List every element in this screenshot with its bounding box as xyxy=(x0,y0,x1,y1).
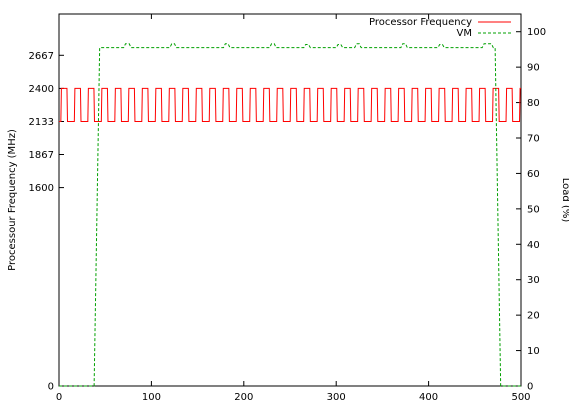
y-left-tick-label: 1867 xyxy=(29,150,54,161)
y-right-tick-label: 80 xyxy=(527,98,540,109)
legend-label-vm: VM xyxy=(457,28,472,39)
y-right-axis-label: Load (%) xyxy=(560,178,569,223)
y-right-tick-label: 90 xyxy=(527,63,540,74)
legend-label-processor-frequency: Processor Frequency xyxy=(369,17,472,28)
legend: Processor Frequency VM xyxy=(369,17,511,39)
series-line-vm xyxy=(59,43,521,387)
y-right-tick-label: 30 xyxy=(527,275,540,286)
y-left-tick-label: 2667 xyxy=(29,51,54,62)
y-right-tick-label: 20 xyxy=(527,311,540,322)
y-left-tick-label: 0 xyxy=(48,382,54,393)
x-tick-label: 400 xyxy=(419,392,438,403)
y-right-tick-label: 0 xyxy=(527,382,533,393)
series-line-processor-frequency xyxy=(59,87,521,123)
y-right-tick-label: 70 xyxy=(527,134,540,145)
axis-ticks: 0 100 200 300 400 500016001867213324002667010… xyxy=(29,14,546,403)
x-tick-label: 500 xyxy=(511,392,530,403)
y-left-axis-label: Processour Frequency (MHz) xyxy=(7,129,18,271)
y-left-tick-label: 2133 xyxy=(29,117,54,128)
y-left-tick-label: 2400 xyxy=(29,84,54,95)
x-tick-label: 200 xyxy=(234,392,253,403)
y-right-tick-label: 60 xyxy=(527,169,540,180)
x-tick-label: 300 xyxy=(327,392,346,403)
plot-area-frame xyxy=(58,13,522,387)
y-right-tick-label: 40 xyxy=(527,240,540,251)
y-right-tick-label: 10 xyxy=(527,346,540,357)
y-left-tick-label: 1600 xyxy=(29,183,54,194)
series-layer xyxy=(59,43,521,387)
x-tick-label: 100 xyxy=(142,392,161,403)
x-tick-label: 0 xyxy=(56,392,62,403)
y-right-tick-label: 50 xyxy=(527,204,540,215)
y-right-tick-label: 100 xyxy=(527,27,546,38)
